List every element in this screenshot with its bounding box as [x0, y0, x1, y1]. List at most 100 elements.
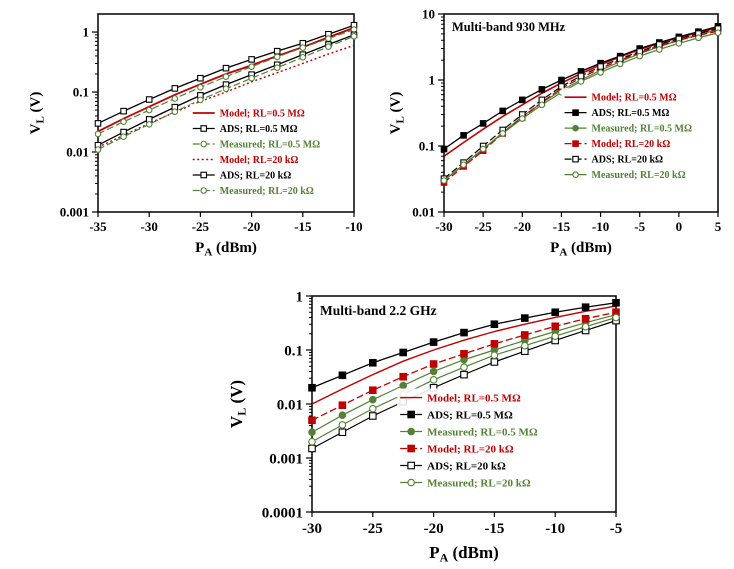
x-axis-title: PA (dBm)	[429, 543, 499, 565]
legend-label: ADS; RL=20 kΩ	[220, 171, 292, 182]
y-axis: 0.0001 0.001 0.01 0.1 1	[262, 289, 312, 521]
legend-item-2: Measured; RL=0.5 MΩ	[400, 426, 538, 438]
svg-text:-30: -30	[141, 219, 158, 234]
svg-text:0.01: 0.01	[66, 145, 89, 160]
y-axis: 0.01 0.1 1 10	[412, 7, 444, 220]
x-axis: -30 -25 -20 -15 -10 -5	[302, 512, 622, 537]
series-2	[94, 26, 358, 138]
svg-text:-20: -20	[424, 521, 444, 537]
legend-label: Model; RL=0.5 MΩ	[592, 93, 677, 104]
series-5	[308, 313, 620, 446]
legend-label: Measured; RL=20 kΩ	[220, 186, 314, 197]
svg-text:5: 5	[715, 219, 722, 234]
svg-text:-25: -25	[192, 219, 210, 234]
chart-title: Multi-band 930 MHz	[452, 20, 566, 34]
y-axis-title: VL (V)	[227, 380, 249, 428]
svg-text:0.1: 0.1	[284, 343, 303, 359]
svg-text:-25: -25	[474, 219, 492, 234]
series-1	[308, 298, 620, 392]
chart-multiband-2-2ghz: -30 -25 -20 -15 -10 -5 0.0001 0.001 0.01 0.1 1 Mode…	[226, 286, 630, 566]
svg-text:-10: -10	[592, 219, 609, 234]
svg-text:-30: -30	[302, 521, 322, 537]
legend-item-4: ADS; RL=20 kΩ	[400, 460, 506, 472]
legend-item-5: Measured; RL=20 kΩ	[564, 170, 686, 181]
svg-text:-10: -10	[545, 521, 565, 537]
series-1	[94, 21, 358, 127]
legend-label: Measured; RL=0.5 MΩ	[427, 426, 538, 438]
series-0	[311, 305, 617, 405]
chart-multiband-low: -35 -30 -25 -20 -15 -10 0.001 0.01 0.1 1 Model; RL…	[28, 4, 362, 260]
legend-label: ADS; RL=0.5 MΩ	[427, 409, 513, 421]
x-axis: -35 -30 -25 -20 -15 -10	[89, 212, 362, 234]
svg-text:0.001: 0.001	[269, 451, 303, 467]
legend-item-3: Model; RL=20 kΩ	[192, 155, 299, 166]
legend-label: Model; RL=0.5 MΩ	[220, 109, 305, 120]
svg-text:-30: -30	[435, 219, 452, 234]
y-axis-title: VL (V)	[28, 92, 46, 135]
legend-item-1: ADS; RL=0.5 MΩ	[192, 124, 298, 135]
svg-text:-5: -5	[610, 521, 623, 537]
chart-svg-multiband-930mhz: -30 -25 -20 -15 -10 -5 0 5 0.01 0.1 1 10 Model; RL=0…	[388, 7, 722, 259]
legend-label: Model; RL=20 kΩ	[427, 443, 514, 455]
chart-svg-multiband-2-2ghz: -30 -25 -20 -15 -10 -5 0.0001 0.001 0.01 0.1 1 Mode…	[227, 289, 622, 565]
svg-text:-15: -15	[484, 521, 504, 537]
legend-label: Measured; RL=0.5 MΩ	[592, 124, 692, 135]
series-5	[94, 32, 358, 153]
legend: Model; RL=0.5 MΩ ADS; RL=0.5 MΩ Measured; …	[561, 88, 707, 186]
legend-label: Measured; RL=20 kΩ	[427, 477, 531, 489]
legend-item-1: ADS; RL=0.5 MΩ	[564, 108, 670, 119]
series-5	[440, 29, 722, 184]
svg-text:-5: -5	[634, 219, 645, 234]
legend-item-4: ADS; RL=20 kΩ	[192, 171, 292, 182]
x-axis-title: PA (dBm)	[550, 240, 612, 258]
legend-item-0: Model; RL=0.5 MΩ	[192, 109, 305, 120]
legend-label: ADS; RL=0.5 MΩ	[592, 108, 670, 119]
svg-text:0.0001: 0.0001	[262, 505, 303, 521]
legend-item-5: Measured; RL=20 kΩ	[192, 186, 314, 197]
y-axis-title: VL (V)	[388, 92, 406, 135]
legend-item-1: ADS; RL=0.5 MΩ	[400, 409, 513, 421]
legend-label: Model; RL=0.5 MΩ	[427, 392, 521, 404]
legend-label: ADS; RL=0.5 MΩ	[220, 124, 298, 135]
svg-text:1: 1	[429, 73, 436, 88]
legend-label: Model; RL=20 kΩ	[220, 155, 299, 166]
legend-label: Model; RL=20 kΩ	[592, 139, 671, 150]
legend-item-3: Model; RL=20 kΩ	[564, 139, 671, 150]
legend-item-0: Model; RL=0.5 MΩ	[564, 93, 677, 104]
legend-item-5: Measured; RL=20 kΩ	[400, 477, 531, 489]
svg-text:0.1: 0.1	[419, 139, 435, 154]
svg-text:-15: -15	[294, 219, 312, 234]
legend: Model; RL=0.5 MΩ ADS; RL=0.5 MΩ Measured; …	[397, 388, 563, 495]
plot-border	[443, 13, 719, 213]
x-axis-title: PA (dBm)	[195, 240, 257, 258]
plot-border	[97, 13, 355, 213]
svg-text:-10: -10	[345, 219, 362, 234]
svg-text:10: 10	[422, 7, 435, 22]
svg-text:1: 1	[296, 289, 304, 305]
svg-text:-35: -35	[89, 219, 107, 234]
legend-item-0: Model; RL=0.5 MΩ	[400, 392, 521, 404]
x-axis: -30 -25 -20 -15 -10 -5 0 5	[435, 212, 722, 234]
chart-multiband-930mhz: -30 -25 -20 -15 -10 -5 0 5 0.01 0.1 1 10 Model; RL=0…	[388, 4, 728, 260]
chart-svg-multiband-low: -35 -30 -25 -20 -15 -10 0.001 0.01 0.1 1 Model; RL…	[28, 13, 362, 258]
svg-text:0: 0	[676, 219, 683, 234]
chart-title: Multi-band 2.2 GHz	[320, 303, 437, 318]
svg-text:0.1: 0.1	[73, 85, 89, 100]
legend-label: ADS; RL=20 kΩ	[427, 460, 506, 472]
svg-text:0.01: 0.01	[277, 397, 303, 413]
legend-label: Measured; RL=0.5 MΩ	[220, 140, 320, 151]
series-3	[97, 44, 355, 148]
series-3	[308, 308, 620, 425]
y-axis: 0.001 0.01 0.1 1	[60, 25, 98, 220]
svg-text:1: 1	[83, 25, 90, 40]
svg-text:-20: -20	[243, 219, 260, 234]
legend-item-3: Model; RL=20 kΩ	[400, 443, 514, 455]
svg-text:0.01: 0.01	[412, 205, 435, 220]
svg-text:-20: -20	[514, 219, 531, 234]
legend-item-2: Measured; RL=0.5 MΩ	[192, 140, 320, 151]
legend-label: Measured; RL=20 kΩ	[592, 170, 686, 181]
legend: Model; RL=0.5 MΩ ADS; RL=0.5 MΩ Measured; …	[189, 104, 332, 201]
legend-item-4: ADS; RL=20 kΩ	[564, 155, 664, 166]
legend-label: ADS; RL=20 kΩ	[592, 155, 664, 166]
